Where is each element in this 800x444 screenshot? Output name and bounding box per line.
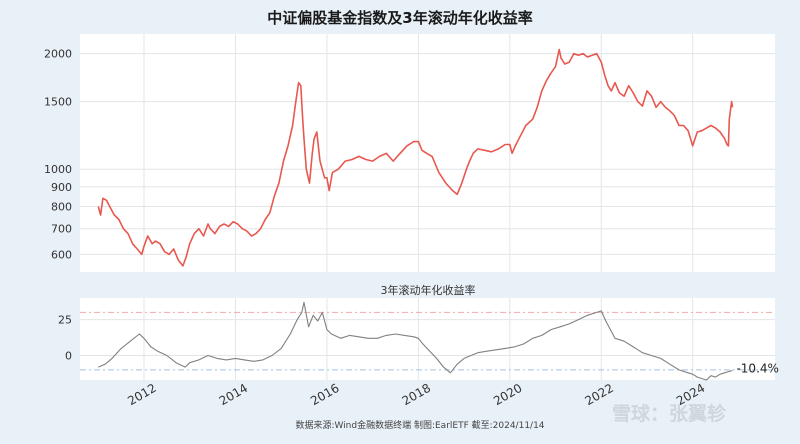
bottom-gridlines [80, 298, 775, 380]
top-y-axis: 600 700 800 900 1000 1500 2000 [44, 48, 72, 262]
sub-title: 3年滚动年化收益率 [381, 283, 476, 297]
bottom-panel [80, 298, 775, 380]
top-gridlines [80, 34, 775, 272]
top-y-tick-label: 600 [51, 248, 72, 261]
top-y-tick-label: 800 [51, 200, 72, 213]
watermark: 雪球：张翼轸 [612, 402, 727, 425]
x-tick-label: 2020 [491, 381, 524, 408]
main-title: 中证偏股基金指数及3年滚动年化收益率 [267, 9, 532, 27]
x-tick-label: 2018 [400, 381, 433, 408]
top-y-tick-label: 900 [51, 181, 72, 194]
x-tick-label: 2014 [217, 381, 250, 408]
bottom-y-tick-label: 0 [65, 350, 72, 363]
top-y-tick-label: 1000 [44, 163, 72, 176]
top-y-tick-label: 1500 [44, 96, 72, 109]
x-tick-label: 2012 [125, 381, 158, 408]
reference-lines [80, 311, 775, 371]
footer-source: 数据来源:Wind金融数据终端 制图:EarlETF 截至:2024/11/14 [295, 419, 544, 431]
top-y-tick-label: 2000 [44, 48, 72, 61]
top-y-tick-label: 700 [51, 223, 72, 236]
bottom-y-axis: 0 25 [58, 314, 72, 363]
last-value-label: -10.4% [736, 362, 778, 376]
x-tick-label: 2016 [308, 381, 341, 408]
index-line [97, 48, 734, 267]
bottom-y-tick-label: 25 [58, 314, 72, 327]
rolling-return-line [98, 301, 733, 381]
x-axis: 2012 2014 2016 2018 2020 2022 2024 [125, 381, 707, 408]
x-tick-label: 2022 [583, 381, 616, 408]
